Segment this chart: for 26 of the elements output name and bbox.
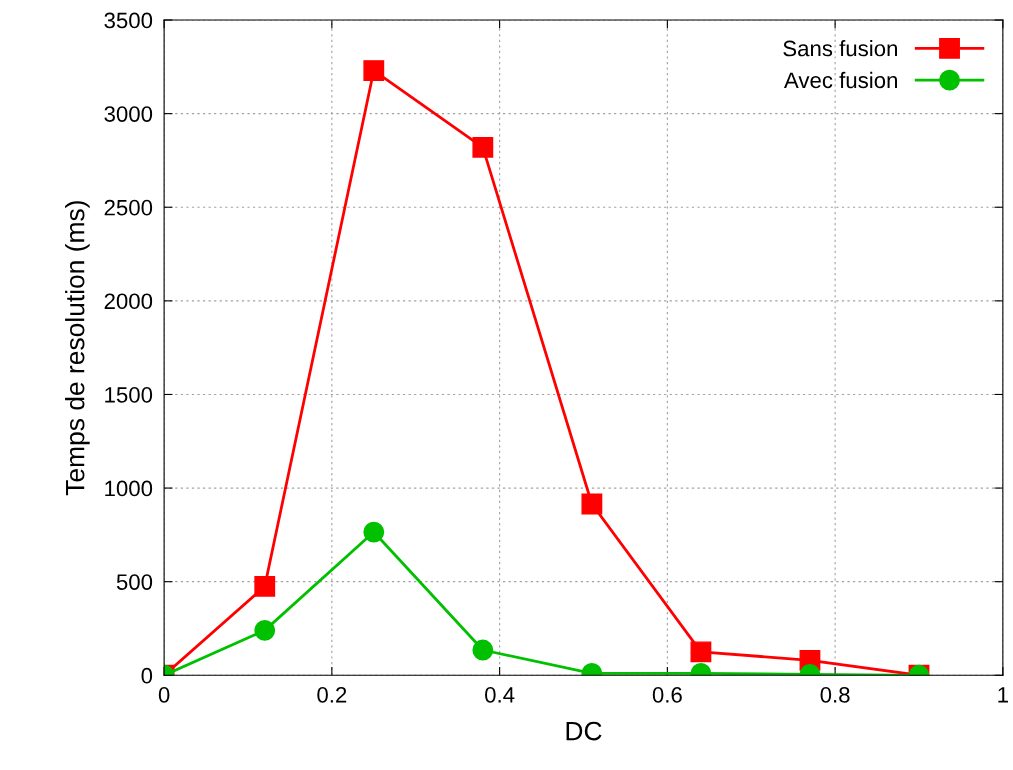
- y-tick-label: 3500: [104, 12, 153, 29]
- y-tick-label: 1500: [105, 386, 153, 403]
- x-tick-label: 0.4: [485, 686, 515, 703]
- x-tick-label: 1: [998, 687, 1008, 703]
- x-tick-label: 0.8: [820, 686, 850, 703]
- point: [581, 493, 603, 515]
- x-axis-title: DC: [566, 721, 602, 741]
- point: [254, 619, 276, 641]
- x-tick-label: 0.2: [317, 686, 347, 703]
- y-tick-label: 2500: [104, 199, 153, 216]
- y-axis-title: Temps de resolution (ms): [65, 201, 90, 496]
- y-tick-label: 500: [116, 574, 153, 590]
- y-tick-label: 1000: [105, 480, 153, 497]
- y-tick-label: 2000: [104, 293, 153, 310]
- point: [254, 575, 276, 597]
- y-tick-label: 0: [141, 667, 153, 684]
- point: [690, 641, 712, 663]
- point: [472, 136, 494, 158]
- x-tick-label: 0: [158, 686, 170, 703]
- legend-label: Avec fusion: [783, 71, 897, 89]
- point: [363, 60, 385, 81]
- point: [472, 639, 494, 661]
- point: [363, 521, 385, 543]
- x-tick-label: 0.6: [652, 686, 682, 703]
- y-tick-label: 3000: [104, 106, 153, 122]
- legend-label: Sans fusion: [783, 40, 897, 57]
